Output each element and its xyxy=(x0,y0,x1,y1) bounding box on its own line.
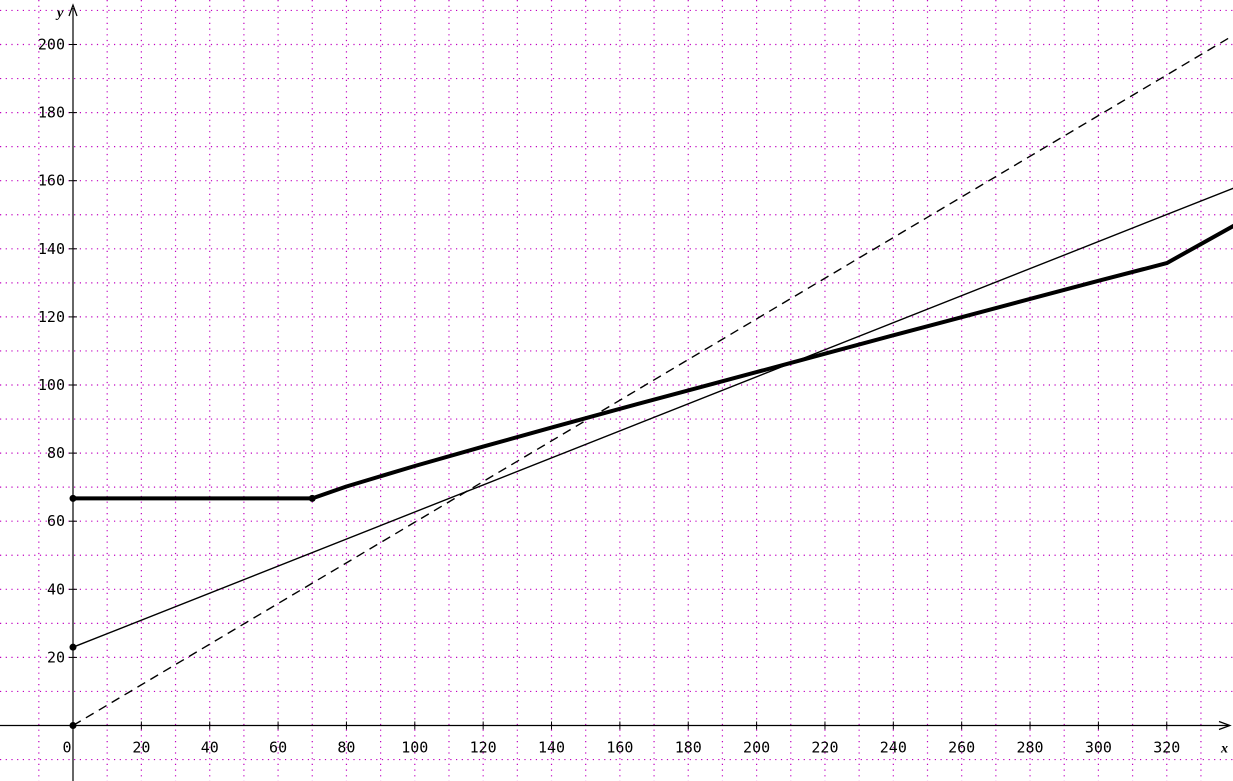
x-tick-label: 180 xyxy=(675,739,702,757)
y-tick-label: 20 xyxy=(47,648,65,666)
x-tick-label: 160 xyxy=(606,739,633,757)
x-tick-label: 200 xyxy=(743,739,770,757)
y-tick-label: 120 xyxy=(38,308,65,326)
y-tick-label: 40 xyxy=(47,580,65,598)
series-line-dashed xyxy=(72,34,1233,727)
x-tick-label: 80 xyxy=(337,739,355,757)
series-line-thick-solid xyxy=(73,223,1233,501)
point-marker xyxy=(69,643,77,651)
x-tick-label: 140 xyxy=(538,739,565,757)
y-axis-label: y xyxy=(55,6,64,21)
x-tick-label: 60 xyxy=(269,739,287,757)
series-line-thin-solid xyxy=(72,187,1233,648)
axes xyxy=(0,3,1232,781)
x-tick-label: 220 xyxy=(811,739,838,757)
x-tick-label: 320 xyxy=(1153,739,1180,757)
x-tick-label: 20 xyxy=(132,739,150,757)
x-axis-label: x xyxy=(1220,742,1228,757)
y-tick-label: 160 xyxy=(38,172,65,190)
series-lines xyxy=(72,34,1233,727)
x-tick-label: 300 xyxy=(1085,739,1112,757)
x-tick-label: 40 xyxy=(201,739,219,757)
x-tick-label: 260 xyxy=(948,739,975,757)
y-tick-label: 140 xyxy=(38,240,65,258)
y-tick-label: 80 xyxy=(47,444,65,462)
tick-labels: 0 20 40 60 80 100 120 140 160 180 200 220 240 260 280 3… xyxy=(38,36,1180,757)
point-marker xyxy=(69,494,77,502)
x-tick-label: 0 xyxy=(62,739,71,757)
point-markers xyxy=(69,494,316,729)
point-marker xyxy=(308,494,316,502)
y-tick-label: 60 xyxy=(47,512,65,530)
x-tick-label: 120 xyxy=(470,739,497,757)
point-marker xyxy=(69,722,77,729)
x-axis-arrow xyxy=(1218,720,1232,731)
x-tick-label: 100 xyxy=(401,739,428,757)
x-tick-label: 240 xyxy=(880,739,907,757)
y-tick-label: 200 xyxy=(38,36,65,54)
y-tick-label: 180 xyxy=(38,104,65,122)
y-tick-label: 100 xyxy=(38,376,65,394)
y-axis-arrow xyxy=(68,3,78,17)
x-tick-label: 280 xyxy=(1016,739,1043,757)
